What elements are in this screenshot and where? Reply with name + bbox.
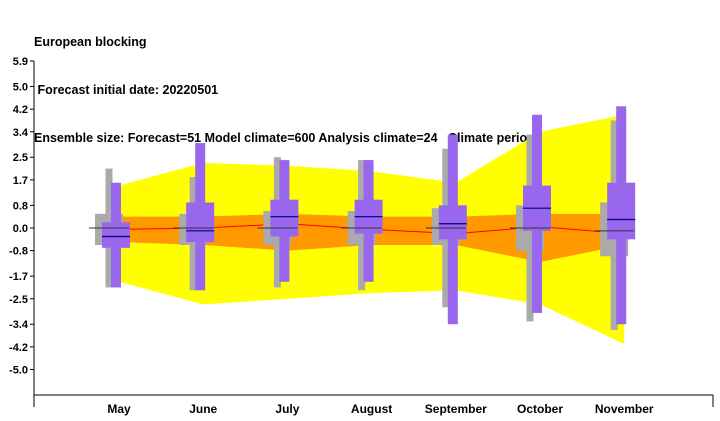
forecast-box bbox=[186, 202, 215, 243]
y-tick-label: 3.4 bbox=[13, 127, 29, 139]
y-tick-label: -5.0 bbox=[9, 365, 28, 377]
x-tick-label: May bbox=[107, 402, 131, 416]
y-tick-label: -3.4 bbox=[9, 319, 29, 331]
y-tick-label: 4.2 bbox=[13, 104, 28, 116]
forecast-box bbox=[270, 199, 299, 237]
forecast-box bbox=[438, 205, 467, 240]
y-tick-label: 0.8 bbox=[13, 200, 28, 212]
y-tick-label: -1.7 bbox=[9, 271, 28, 283]
boxes bbox=[89, 106, 636, 330]
y-tick-label: 5.9 bbox=[13, 56, 28, 68]
x-tick-label: June bbox=[189, 402, 217, 416]
x-tick-label: October bbox=[517, 402, 563, 416]
y-tick-label: 2.5 bbox=[13, 152, 28, 164]
chart-info: Ensemble size: Forecast=51 Model climate… bbox=[34, 131, 603, 145]
chart-header: European blocking Forecast initial date:… bbox=[34, 2, 602, 162]
forecast-box bbox=[102, 222, 130, 248]
x-tick-label: August bbox=[351, 402, 392, 416]
x-tick-label: September bbox=[425, 402, 487, 416]
y-tick-label: 1.7 bbox=[13, 175, 28, 187]
chart-subtitle: Forecast initial date: 20220501 bbox=[34, 83, 219, 97]
chart-title: European blocking bbox=[34, 35, 147, 49]
y-tick-label: -4.2 bbox=[9, 342, 28, 354]
y-tick-label: 0.0 bbox=[13, 223, 28, 235]
x-tick-label: July bbox=[275, 402, 299, 416]
y-tick-label: 5.0 bbox=[13, 81, 28, 93]
y-tick-label: -2.5 bbox=[9, 294, 28, 306]
axes: May June July August September October Novembe… bbox=[9, 56, 714, 416]
x-tick-label: November bbox=[595, 402, 654, 416]
forecast-box bbox=[607, 182, 636, 240]
y-tick-label: -0.8 bbox=[9, 246, 28, 258]
